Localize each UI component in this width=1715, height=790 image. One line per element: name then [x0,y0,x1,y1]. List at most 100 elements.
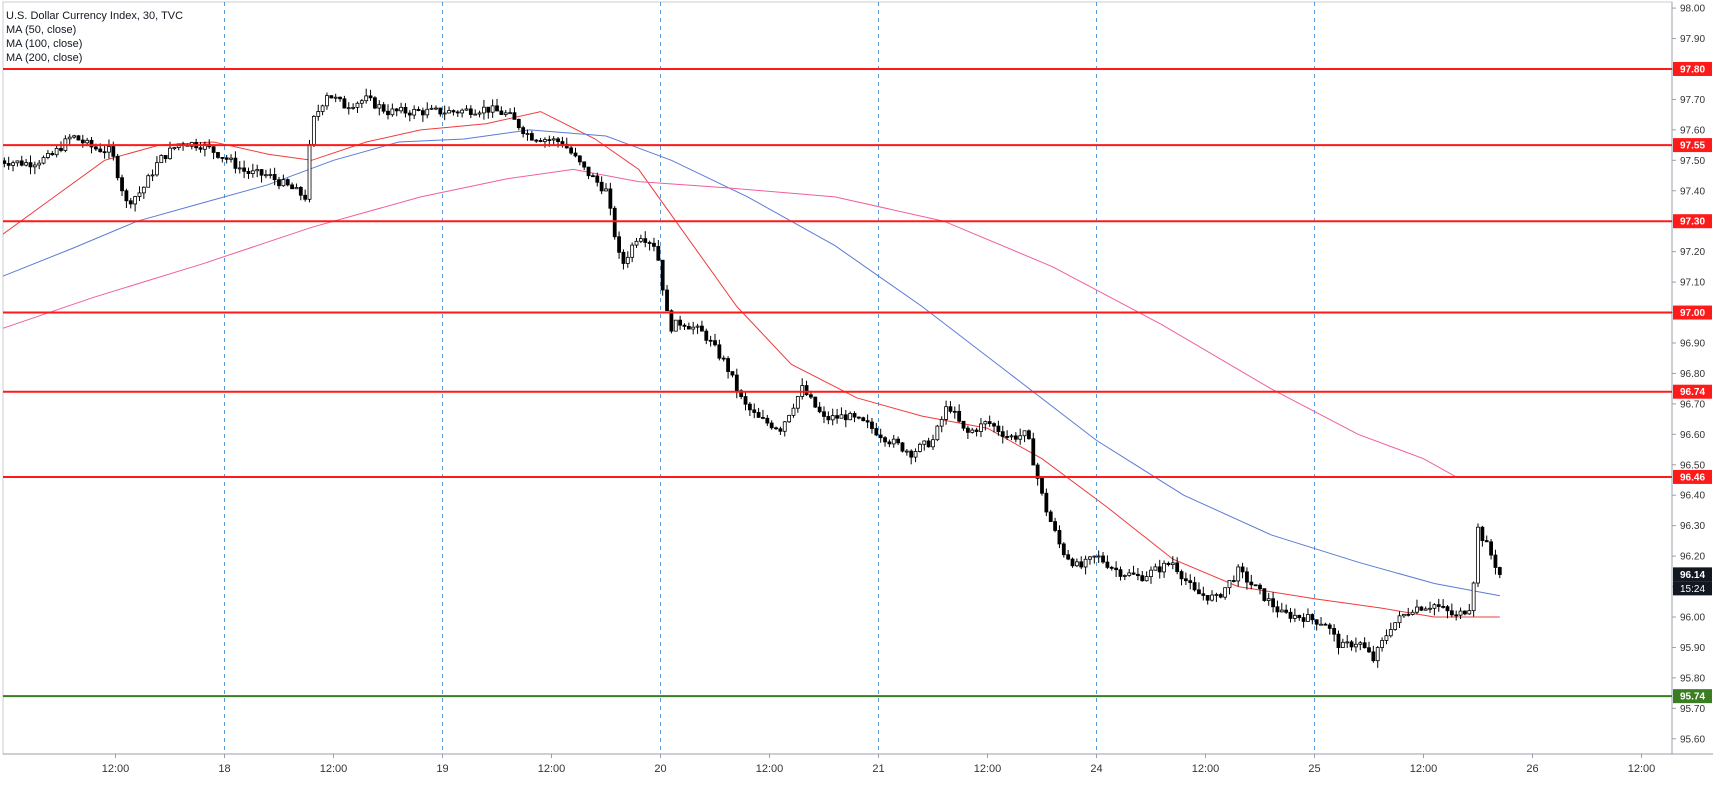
candle-body [1027,430,1031,440]
candle [1079,556,1084,570]
candle-body [704,330,709,341]
candle-body [46,153,50,158]
candle-body [774,427,778,430]
candle [316,104,321,121]
candle-body [198,147,203,150]
level-label-box [1673,61,1712,76]
candle-body [1371,651,1376,662]
candle-body [939,419,944,427]
candle-body [1258,584,1262,590]
candle [19,155,24,167]
candle-body [538,140,543,142]
time-tick-label: 12:00 [1628,763,1656,775]
candle [516,118,521,131]
candle-body [168,147,172,160]
candle [979,418,983,438]
candle [155,156,159,177]
candle [1332,624,1337,642]
candle [948,401,953,414]
candle [1166,561,1171,567]
candle [1380,637,1384,652]
candle-body [237,167,242,170]
candle-body [115,155,120,179]
candle [211,146,216,160]
candle-body [264,174,268,177]
candle [686,322,691,330]
time-tick-label: 21 [872,763,884,775]
price-tick-label: 96.90 [1680,338,1705,349]
candle-body [93,146,98,150]
candle [1245,567,1249,590]
candle [769,420,774,430]
candle [1271,591,1275,613]
candle [717,339,722,361]
candle-body [98,148,103,153]
candle-body [1114,567,1119,571]
candle [638,234,643,244]
candle [1240,562,1245,579]
candle-body [891,438,896,445]
candle [1384,629,1389,645]
ma-line-50 [3,111,1500,618]
candle [499,106,504,116]
candle-body [743,396,748,405]
candle-body [822,411,826,417]
candle-body [508,112,512,115]
candle [1297,614,1302,621]
ma-line-200 [3,168,1457,478]
candle-body [1074,561,1079,567]
candle [416,106,421,112]
candle [1319,617,1323,626]
candle-body [211,146,216,153]
candle-body [1088,556,1092,560]
candle [856,416,861,420]
candle-body [220,157,225,159]
candle [490,99,495,118]
candle-body [311,116,316,145]
last-price-label: 96.14 [1680,570,1705,581]
price-tick-label: 97.10 [1680,278,1705,289]
candle [359,98,364,109]
candle [529,130,534,141]
candle [1018,428,1023,445]
candle-body [351,106,356,109]
candle-body [246,170,251,174]
candle-body [1436,604,1441,607]
candle-body [817,406,822,413]
candle-body [346,107,351,110]
candle [1105,555,1110,570]
candle [220,157,225,163]
candle [1227,580,1232,595]
candle-body [1035,464,1040,479]
candle-body [377,104,382,109]
chart-legend: U.S. Dollar Currency Index, 30, TVC MA (… [6,9,183,65]
candle [307,139,312,203]
candle-body [1284,609,1289,613]
candle-body [1423,608,1428,611]
candle-body [80,139,85,144]
candle [974,427,979,437]
candle-body [1384,635,1389,641]
candle-body [708,339,713,342]
candle-body [3,160,7,164]
level-label: 97.80 [1680,64,1705,75]
candle [229,154,233,163]
candle [586,166,591,180]
candle [1053,517,1057,533]
candle [233,151,238,174]
candle-body [1458,610,1463,616]
candle-body [782,421,787,432]
candle [320,104,325,116]
candle-body [1040,477,1044,494]
candle [1258,583,1262,595]
candle-body [85,139,90,144]
candle-body [730,371,735,376]
candle [250,163,255,178]
candle [1454,610,1459,621]
candle-body [1480,526,1485,541]
candle-body [543,139,547,142]
candle-body [791,407,796,416]
candle [1410,609,1415,616]
price-tick-label: 97.20 [1680,247,1705,258]
